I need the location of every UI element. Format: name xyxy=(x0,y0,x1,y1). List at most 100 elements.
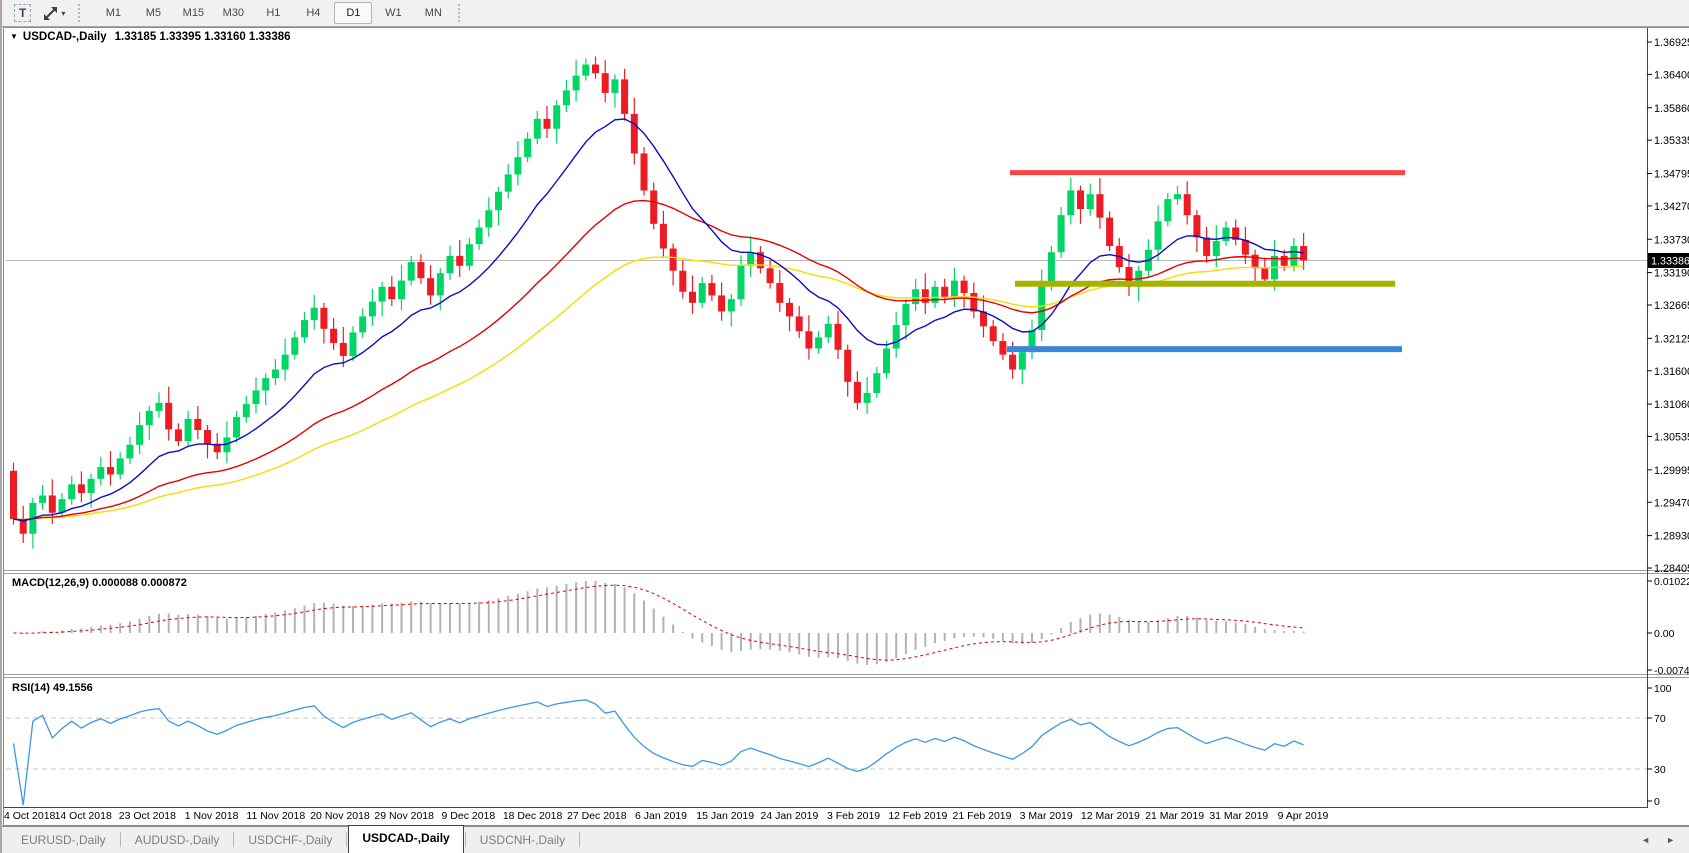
price-axis-label: 1.34795 xyxy=(1654,169,1689,181)
candle-body xyxy=(1038,285,1046,331)
candle-body xyxy=(165,402,173,430)
candle-body xyxy=(1057,215,1065,253)
date-axis-label: 27 Dec 2018 xyxy=(567,810,627,822)
candle-body xyxy=(611,79,619,93)
candle-body xyxy=(475,227,483,245)
candle-body xyxy=(912,289,920,305)
candle-body xyxy=(378,286,386,302)
chart-tab-audusd-daily[interactable]: AUDUSD-,Daily xyxy=(134,833,220,847)
candle-body xyxy=(194,418,202,431)
candle-body xyxy=(184,418,192,442)
candle-body xyxy=(126,444,134,459)
candle-body xyxy=(97,467,105,479)
date-axis-label: 3 Feb 2019 xyxy=(827,810,880,822)
candle-body xyxy=(863,392,871,403)
candle-body xyxy=(204,430,211,444)
chart-plot-area[interactable] xyxy=(4,28,1647,807)
candle-body xyxy=(621,79,629,114)
chart-tab-usdcad-daily[interactable]: USDCAD-,Daily xyxy=(348,825,464,853)
candle-body xyxy=(1096,194,1104,218)
candle-body xyxy=(1174,194,1181,200)
timeframe-button-w1[interactable]: W1 xyxy=(385,7,402,19)
date-axis-label: 6 Jan 2019 xyxy=(635,810,687,822)
candle-body xyxy=(1241,239,1249,255)
date-axis-label: 23 Oct 2018 xyxy=(119,810,176,822)
date-axis-label: 29 Nov 2018 xyxy=(374,810,434,822)
date-axis-label: 1 Nov 2018 xyxy=(185,810,239,822)
price-axis-label: 1.35860 xyxy=(1654,103,1689,115)
timeframe-button-mn[interactable]: MN xyxy=(424,7,442,19)
price-axis-label: 1.34270 xyxy=(1654,201,1689,213)
chart-tab-eurusd-daily[interactable]: EURUSD-,Daily xyxy=(21,833,106,847)
candle-body xyxy=(766,268,774,284)
candle-body xyxy=(39,495,47,503)
candle-body xyxy=(1028,330,1036,353)
candle-body xyxy=(417,262,425,279)
macd-axis-label: 0.00 xyxy=(1654,628,1675,640)
timeframe-button-h4[interactable]: H4 xyxy=(306,7,321,19)
candle-body xyxy=(844,349,852,382)
candle-body xyxy=(689,291,696,303)
price-axis-label: 1.28930 xyxy=(1654,531,1689,543)
candle-body xyxy=(727,299,735,312)
candle-body xyxy=(155,402,163,411)
candle-body xyxy=(291,337,299,355)
chart-ohlc-values: 1.33185 1.33395 1.33160 1.33386 xyxy=(114,31,291,43)
candle-body xyxy=(495,191,502,211)
candle-body xyxy=(892,325,900,349)
timeframe-button-d1[interactable]: D1 xyxy=(334,2,373,24)
date-axis-label: 9 Dec 2018 xyxy=(442,810,496,822)
collapse-triangle-icon[interactable]: ▼ xyxy=(10,32,18,41)
tab-scroll-left-icon[interactable]: ◄ xyxy=(1641,835,1651,845)
price-axis-label: 1.35335 xyxy=(1654,135,1689,147)
candle-body xyxy=(1077,190,1084,209)
candle-body xyxy=(883,348,890,374)
candle-body xyxy=(824,323,832,338)
chart-window-border xyxy=(3,27,1689,826)
tab-divider xyxy=(233,832,235,847)
timeframe-button-m1[interactable]: M1 xyxy=(105,7,121,19)
candle-body xyxy=(349,332,357,356)
date-axis-label: 20 Nov 2018 xyxy=(310,810,370,822)
candle-body xyxy=(1290,246,1298,266)
candle-body xyxy=(1125,267,1133,287)
candle-body xyxy=(427,278,435,296)
candle-body xyxy=(1212,241,1220,256)
cursor-style-button[interactable]: ▾ xyxy=(39,2,69,24)
toolbar: T ▾ M1 M5 M15 M30 H1 H4 D1 W1 MN xyxy=(2,0,1689,27)
tab-scroll-right-icon[interactable]: ► xyxy=(1666,835,1675,845)
macd-axis-label: 0.010229 xyxy=(1654,576,1689,588)
chart-tab-usdchf-daily[interactable]: USDCHF-,Daily xyxy=(248,833,333,847)
candle-body xyxy=(921,289,929,303)
candle-body xyxy=(679,270,687,292)
candle-body xyxy=(58,499,66,513)
candle-body xyxy=(514,157,522,175)
candle-body xyxy=(407,262,415,281)
candle-body xyxy=(242,404,250,418)
candle-body xyxy=(174,429,182,442)
toolbar-separator xyxy=(458,4,464,22)
rsi-axis-label: 30 xyxy=(1654,764,1666,776)
candle-body xyxy=(456,255,464,266)
candle-body xyxy=(650,190,658,224)
candle-body xyxy=(1154,221,1162,250)
candle-body xyxy=(436,273,444,296)
date-axis-label: 4 Oct 2018 xyxy=(4,810,56,822)
macd-signal-line xyxy=(13,584,1304,661)
candle-body xyxy=(48,495,56,513)
candle-body xyxy=(1106,217,1114,247)
candle-body xyxy=(271,369,279,379)
candle-body xyxy=(281,354,289,370)
candle-body xyxy=(592,64,599,74)
timeframe-button-m15[interactable]: M15 xyxy=(182,7,205,19)
timeframe-button-m5[interactable]: M5 xyxy=(145,7,161,19)
price-axis-label: 1.29470 xyxy=(1654,497,1689,509)
candle-body xyxy=(659,223,667,249)
timeframe-button-h1[interactable]: H1 xyxy=(266,7,281,19)
chart-tab-usdcnh-daily[interactable]: USDCNH-,Daily xyxy=(479,833,566,847)
timeframe-button-m30[interactable]: M30 xyxy=(222,7,245,19)
text-tool-button[interactable]: T xyxy=(10,2,35,24)
tab-divider xyxy=(119,832,121,847)
candle-body xyxy=(747,252,755,266)
